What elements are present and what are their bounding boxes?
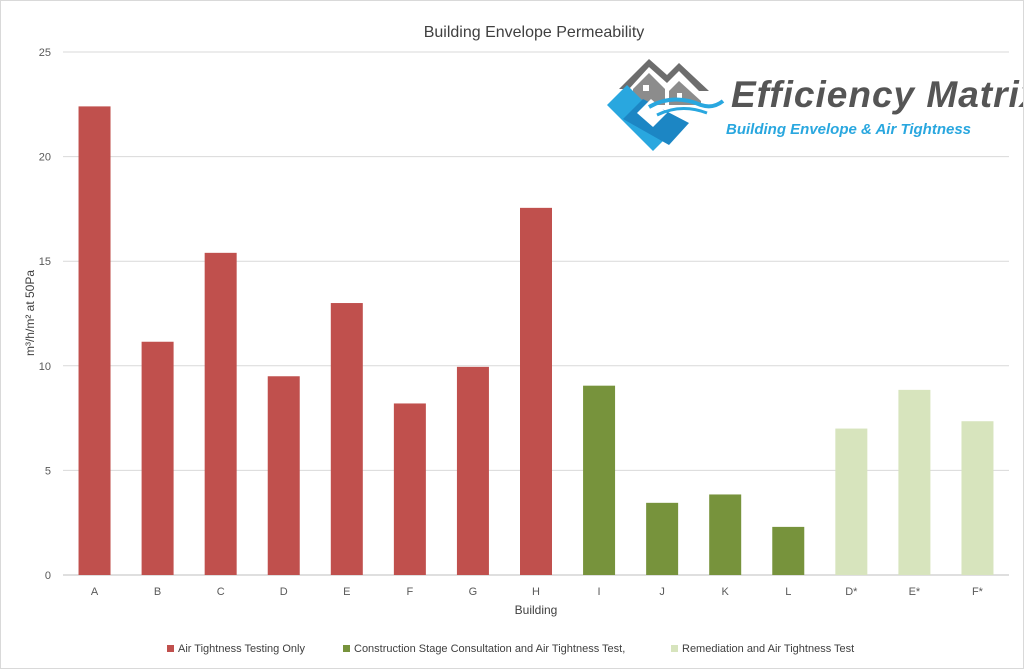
y-tick-label: 25 [39,47,51,59]
x-tick-label: D* [845,586,858,598]
legend-swatch [671,645,678,652]
bar-e [330,303,363,575]
bar-e-star [898,389,931,575]
x-axis-ticks: A B C D E F G H I J K L D* E* F* [91,586,984,598]
logo-subtitle: Building Envelope & Air Tightness [726,121,971,138]
legend-label: Remediation and Air Tightness Test [682,643,854,655]
logo: Efficiency Matrix Building Envelope & Ai… [607,59,1023,151]
x-tick-label: L [785,586,791,598]
x-tick-label: H [532,586,540,598]
x-tick-label: J [659,586,665,598]
bar-g [456,366,489,575]
bar-i [583,385,616,575]
x-axis-title: Building [515,603,558,617]
bar-l [772,526,805,575]
x-tick-label: I [598,586,601,598]
x-tick-label: F [406,586,413,598]
x-tick-label: C [217,586,225,598]
legend: Air Tightness Testing Only Construction S… [167,643,854,655]
y-tick-label: 5 [45,465,51,477]
bar-k [709,494,742,575]
bar-c [204,252,237,575]
y-axis-ticks: 0 5 10 15 20 25 [39,47,51,582]
bar-d [267,376,300,575]
bar-h [520,207,552,575]
x-tick-label: F* [972,586,984,598]
y-tick-label: 10 [39,361,51,373]
y-tick-label: 0 [45,570,51,582]
wave-icon [647,97,725,117]
chart-title: Building Envelope Permeability [424,24,645,41]
legend-label: Construction Stage Consultation and Air … [354,643,625,655]
bar-f [393,403,426,575]
legend-swatch [167,645,174,652]
x-tick-label: E [343,586,350,598]
x-tick-label: D [280,586,288,598]
y-axis-title: m³/h/m² at 50Pa [23,270,37,356]
x-tick-label: A [91,586,99,598]
legend-swatch [343,645,350,652]
y-tick-label: 15 [39,256,51,268]
x-tick-label: E* [909,586,921,598]
logo-title: Efficiency Matrix [731,74,1023,115]
bar-b [141,341,174,575]
legend-label: Air Tightness Testing Only [178,643,305,655]
bar-a [78,106,111,575]
diamond-logo-icon [607,85,689,151]
x-tick-label: B [154,586,161,598]
y-tick-label: 20 [39,152,51,164]
bars [78,106,994,575]
x-tick-label: K [722,586,730,598]
bar-j [646,502,679,575]
bar-d-star [835,428,868,575]
bar-f-star [961,421,994,575]
x-tick-label: G [469,586,478,598]
